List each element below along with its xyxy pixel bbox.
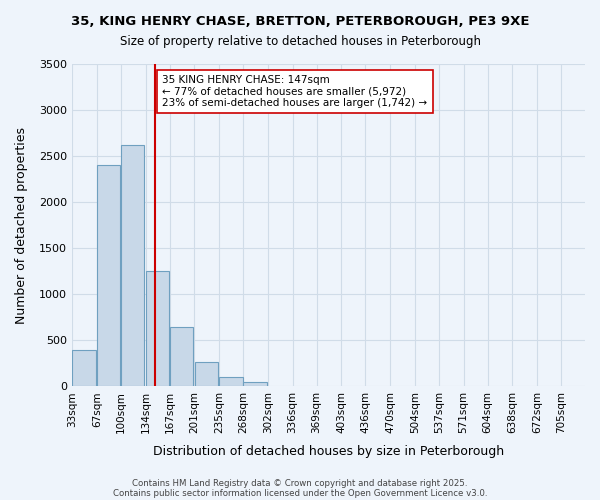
Bar	[97, 166, 121, 386]
Text: Contains public sector information licensed under the Open Government Licence v3: Contains public sector information licen…	[113, 488, 487, 498]
X-axis label: Distribution of detached houses by size in Peterborough: Distribution of detached houses by size …	[153, 444, 504, 458]
Bar	[244, 382, 267, 386]
Text: 35 KING HENRY CHASE: 147sqm
← 77% of detached houses are smaller (5,972)
23% of : 35 KING HENRY CHASE: 147sqm ← 77% of det…	[163, 75, 427, 108]
Bar	[121, 145, 145, 386]
Text: 35, KING HENRY CHASE, BRETTON, PETERBOROUGH, PE3 9XE: 35, KING HENRY CHASE, BRETTON, PETERBORO…	[71, 15, 529, 28]
Bar	[220, 376, 243, 386]
Bar	[194, 362, 218, 386]
Y-axis label: Number of detached properties: Number of detached properties	[15, 126, 28, 324]
Text: Size of property relative to detached houses in Peterborough: Size of property relative to detached ho…	[119, 35, 481, 48]
Bar	[146, 272, 169, 386]
Bar	[170, 328, 193, 386]
Bar	[73, 350, 96, 386]
Text: Contains HM Land Registry data © Crown copyright and database right 2025.: Contains HM Land Registry data © Crown c…	[132, 478, 468, 488]
